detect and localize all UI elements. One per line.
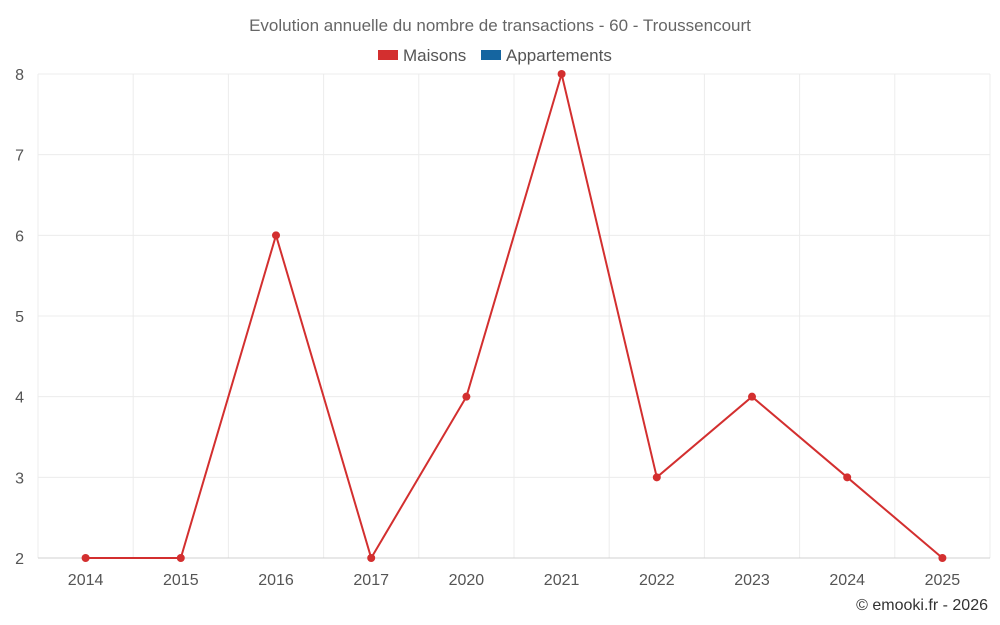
series-maisons xyxy=(81,70,947,562)
data-point-maisons-2024[interactable] xyxy=(843,473,852,482)
data-point-maisons-2023[interactable] xyxy=(748,392,756,401)
x-tick-label-2020: 2020 xyxy=(449,572,485,589)
data-point-maisons-2015[interactable] xyxy=(176,554,185,562)
legend-label-appartements[interactable]: Appartements xyxy=(506,46,612,65)
legend: Maisons Appartements xyxy=(378,46,612,65)
y-axis-ticks: 2 3 4 5 6 7 8 xyxy=(15,67,24,568)
data-point-maisons-2025[interactable] xyxy=(938,554,947,562)
x-tick-label-2024: 2024 xyxy=(829,572,865,589)
data-point-maisons-2014[interactable] xyxy=(81,554,90,562)
legend-swatch-maisons xyxy=(378,50,398,60)
data-point-maisons-2020[interactable] xyxy=(462,392,471,401)
x-tick-label-2016: 2016 xyxy=(258,572,294,589)
legend-label-maisons[interactable]: Maisons xyxy=(403,46,466,65)
y-tick-label-4: 4 xyxy=(15,390,24,407)
x-tick-label-2017: 2017 xyxy=(353,572,389,589)
x-tick-label-2021: 2021 xyxy=(544,572,580,589)
x-axis-ticks: 2014 2015 2016 2017 2020 2021 2022 2023 2024 2025 xyxy=(68,572,960,589)
data-point-maisons-2021[interactable] xyxy=(557,70,566,78)
grid xyxy=(37,73,991,558)
x-tick-label-2015: 2015 xyxy=(163,572,199,589)
y-tick-label-6: 6 xyxy=(15,228,24,245)
chart-title: Evolution annuelle du nombre de transact… xyxy=(249,16,751,35)
x-tick-label-2022: 2022 xyxy=(639,572,675,589)
y-tick-label-5: 5 xyxy=(15,309,24,326)
x-tick-label-2014: 2014 xyxy=(68,572,104,589)
y-tick-label-2: 2 xyxy=(15,551,24,568)
series-line-maisons xyxy=(85,70,944,561)
y-tick-label-3: 3 xyxy=(15,470,24,487)
data-point-maisons-2016[interactable] xyxy=(272,231,280,240)
x-tick-label-2025: 2025 xyxy=(925,572,961,589)
y-tick-label-7: 7 xyxy=(15,148,24,165)
data-point-maisons-2022[interactable] xyxy=(652,473,661,482)
legend-swatch-appartements xyxy=(481,50,501,60)
data-point-maisons-2017[interactable] xyxy=(367,554,376,562)
y-tick-label-8: 8 xyxy=(15,67,24,84)
credit-text: © emooki.fr - 2026 xyxy=(856,597,988,614)
x-tick-label-2023: 2023 xyxy=(734,572,770,589)
